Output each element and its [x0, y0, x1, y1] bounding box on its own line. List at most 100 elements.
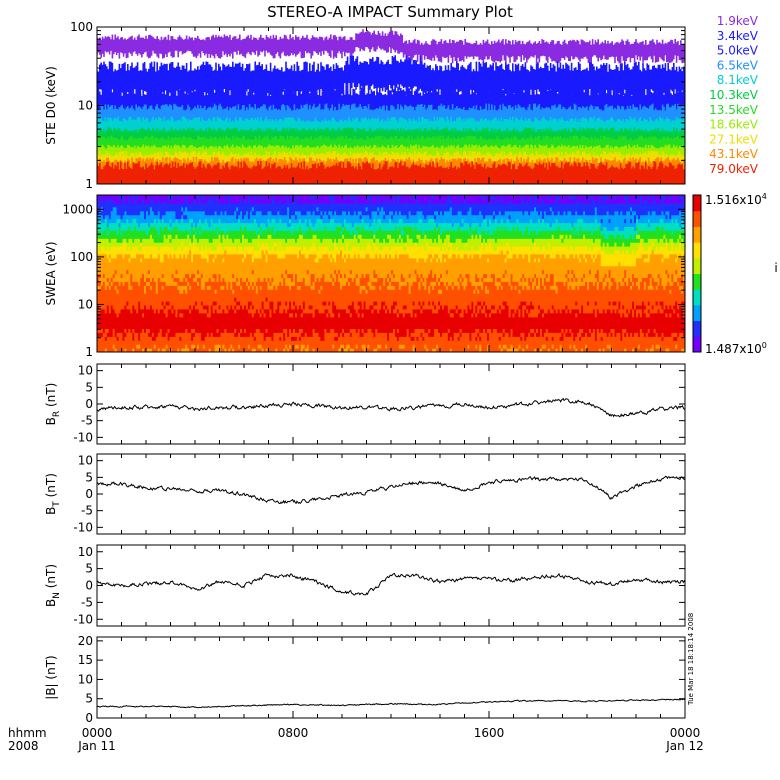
heat-cell	[261, 336, 265, 341]
heat-cell	[269, 316, 273, 322]
heat-cell	[259, 320, 263, 326]
heat-cell	[357, 328, 361, 333]
heat-cell	[463, 332, 467, 337]
heat-cell	[430, 324, 433, 329]
heat-cell	[408, 320, 412, 326]
heat-cell	[647, 336, 651, 341]
heat-cell	[347, 340, 351, 345]
heat-cell	[112, 316, 116, 322]
heat-cell	[157, 324, 161, 329]
heat-cell	[285, 316, 288, 322]
heat-cell	[249, 332, 253, 337]
heat-cell	[271, 348, 274, 352]
heat-cell	[134, 332, 137, 337]
heat-cell	[273, 348, 276, 352]
heat-cell	[387, 316, 390, 322]
heat-cell	[434, 324, 437, 329]
heat-cell	[140, 312, 143, 318]
heat-cell	[485, 328, 488, 333]
heat-cell	[469, 332, 472, 337]
heat-cell	[281, 312, 284, 318]
heat-cell	[565, 344, 568, 349]
heat-cell	[204, 312, 208, 318]
heat-cell	[487, 316, 490, 322]
heat-cell	[300, 328, 304, 333]
heat-cell	[283, 320, 286, 326]
heat-cell	[647, 320, 651, 326]
heat-cell	[653, 328, 657, 333]
heat-cell	[126, 316, 129, 322]
heat-cell	[110, 348, 114, 352]
heat-cell	[590, 324, 594, 329]
heat-cell	[398, 332, 402, 337]
heat-cell	[565, 332, 568, 337]
heat-cell	[565, 328, 568, 333]
heat-cell	[514, 324, 518, 329]
heat-cell	[244, 328, 247, 333]
heat-cell	[99, 348, 102, 352]
heat-cell	[345, 316, 349, 322]
heat-cell	[261, 348, 265, 352]
heat-cell	[324, 320, 327, 326]
heat-cell	[471, 320, 474, 326]
heat-cell	[649, 348, 653, 352]
heat-cell	[242, 320, 245, 326]
heat-cell	[541, 340, 545, 345]
heat-cell	[236, 320, 239, 326]
heat-cell	[483, 316, 486, 322]
heat-cell	[334, 348, 337, 352]
heat-cell	[424, 324, 427, 329]
heat-cell	[257, 316, 261, 322]
heat-cell	[216, 336, 220, 341]
heat-cell	[636, 324, 639, 329]
heat-cell	[657, 316, 661, 322]
heat-cell	[616, 336, 619, 341]
heat-cell	[541, 336, 545, 341]
heat-cell	[310, 340, 314, 345]
heat-cell	[198, 340, 202, 345]
heat-cell	[187, 344, 190, 349]
heat-cell	[492, 340, 496, 345]
heat-cell	[671, 332, 674, 337]
heat-cell	[573, 348, 576, 352]
heat-cell	[577, 316, 580, 322]
heat-cell	[322, 320, 325, 326]
heat-cell	[449, 316, 453, 322]
heat-cell	[355, 332, 359, 337]
heat-cell	[530, 328, 533, 333]
heat-cell	[236, 312, 239, 318]
heat-cell	[675, 316, 678, 322]
heat-cell	[596, 320, 600, 326]
heat-cell	[340, 324, 343, 329]
heat-cell	[665, 332, 668, 337]
heat-cell	[628, 324, 631, 329]
heat-cell	[222, 332, 225, 337]
heat-cell	[126, 336, 129, 341]
heat-cell	[218, 324, 222, 329]
heat-cell	[624, 320, 627, 326]
heat-cell	[179, 324, 182, 329]
heat-cell	[312, 332, 316, 337]
heat-cell	[191, 332, 194, 337]
heat-cell	[496, 324, 500, 329]
heat-cell	[622, 328, 625, 333]
heat-cell	[344, 320, 347, 326]
heat-cell	[361, 344, 365, 349]
heat-cell	[643, 316, 647, 322]
heat-cell	[230, 316, 233, 322]
heat-cell	[492, 316, 496, 322]
heat-cell	[136, 324, 139, 329]
heat-cell	[361, 316, 365, 322]
heat-cell	[585, 324, 588, 329]
heat-cell	[471, 340, 474, 345]
heat-cell	[293, 328, 296, 333]
heat-cell	[551, 332, 555, 337]
heat-cell	[144, 320, 147, 326]
heat-cell	[149, 328, 153, 333]
heat-cell	[167, 328, 171, 333]
heat-cell	[616, 340, 619, 345]
heat-cell	[257, 324, 261, 329]
heat-cell	[326, 348, 329, 352]
heat-cell	[557, 328, 561, 333]
heat-cell	[304, 348, 308, 352]
